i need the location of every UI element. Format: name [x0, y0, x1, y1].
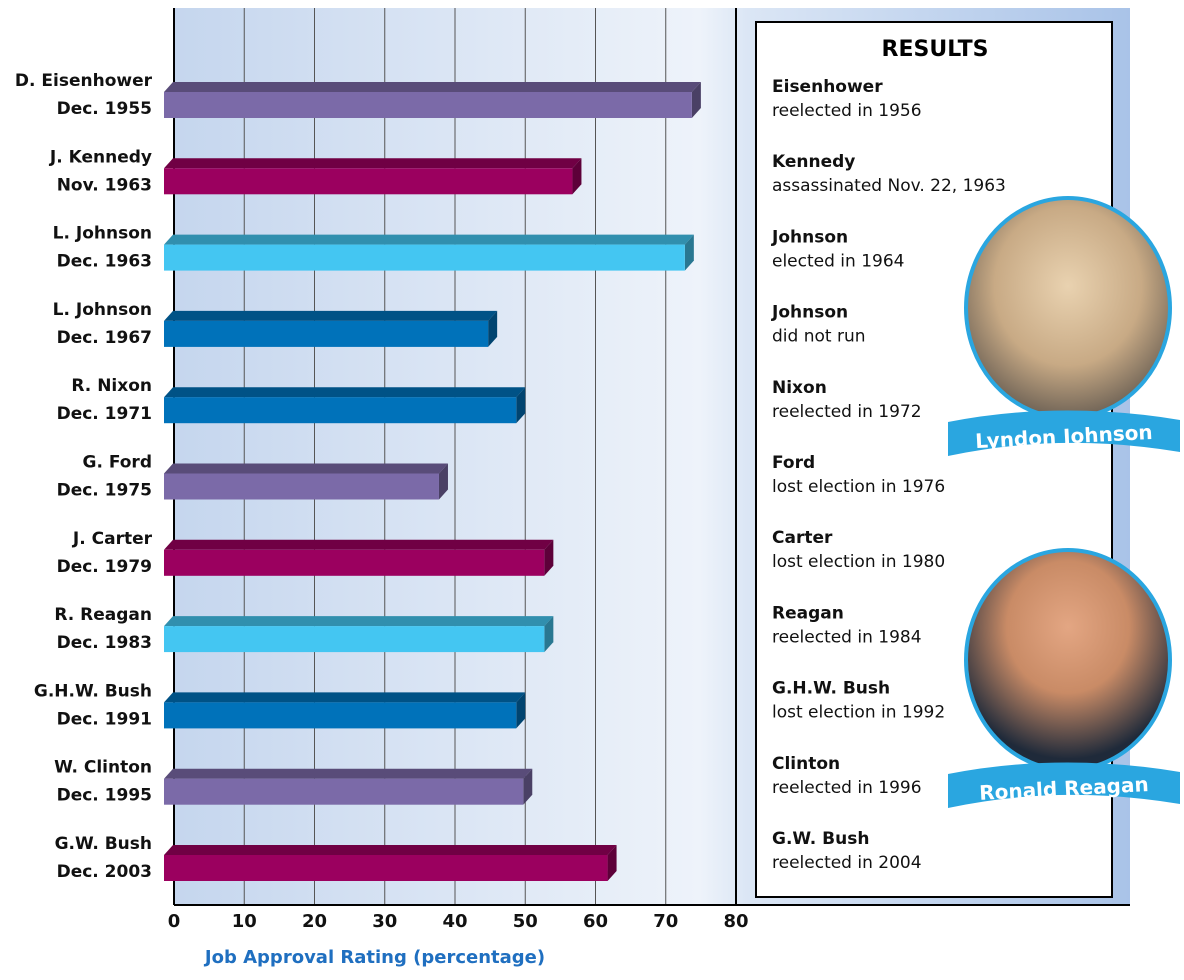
- result-note: reelected in 1996: [772, 778, 922, 798]
- bar: [164, 845, 617, 881]
- bar-top: [164, 387, 525, 397]
- result-note: reelected in 1956: [772, 101, 922, 121]
- bar-front: [164, 92, 692, 118]
- category-label: L. Johnson: [53, 224, 152, 244]
- result-name: Johnson: [771, 303, 848, 323]
- bar: [164, 540, 553, 576]
- category-label: Dec. 1967: [57, 328, 152, 348]
- result-name: Eisenhower: [772, 77, 883, 97]
- chart: RESULTS Eisenhower reelected in 1956 Kenne…: [0, 0, 1184, 976]
- bar-front: [164, 168, 572, 194]
- bar-top: [164, 769, 532, 779]
- bar-top: [164, 311, 497, 321]
- result-note: lost election in 1992: [772, 703, 945, 723]
- category-label: Dec. 1971: [57, 404, 152, 424]
- bar-front: [164, 626, 544, 652]
- x-tick-label: 70: [653, 911, 678, 932]
- x-tick-label: 30: [372, 911, 397, 932]
- bar-top: [164, 82, 701, 92]
- results-title: RESULTS: [882, 37, 989, 62]
- category-label: Dec. 1995: [57, 786, 152, 806]
- result-name: Ford: [772, 453, 815, 473]
- category-label: D. Eisenhower: [15, 71, 153, 91]
- category-label: W. Clinton: [54, 758, 152, 778]
- result-name: Clinton: [772, 754, 840, 774]
- category-label: G. Ford: [83, 453, 153, 473]
- bar: [164, 464, 448, 500]
- bar: [164, 769, 532, 805]
- x-tick-label: 0: [168, 911, 181, 932]
- x-axis-title: Job Approval Rating (percentage): [203, 947, 545, 968]
- result-name: G.H.W. Bush: [772, 679, 890, 699]
- result-note: assassinated Nov. 22, 1963: [772, 176, 1006, 196]
- result-note: reelected in 1984: [772, 627, 922, 647]
- category-label: Dec. 1991: [57, 709, 152, 729]
- bar: [164, 235, 694, 271]
- bar-front: [164, 550, 544, 576]
- category-label: R. Nixon: [71, 376, 152, 396]
- category-label: Dec. 2003: [57, 862, 152, 882]
- portrait-reagan: [966, 550, 1170, 770]
- result-name: Nixon: [772, 378, 827, 398]
- result-note: lost election in 1980: [772, 552, 945, 572]
- bar-top: [164, 540, 553, 550]
- bar-front: [164, 855, 608, 881]
- category-label: R. Reagan: [54, 605, 152, 625]
- bar: [164, 616, 553, 652]
- category-label: G.W. Bush: [55, 834, 152, 854]
- x-tick-label: 50: [513, 911, 538, 932]
- x-tick-label: 60: [583, 911, 608, 932]
- result-note: elected in 1964: [772, 251, 904, 271]
- bar: [164, 311, 497, 347]
- bar-front: [164, 245, 685, 271]
- x-tick-label: 80: [723, 911, 748, 932]
- x-tick-label: 20: [302, 911, 327, 932]
- bar: [164, 692, 525, 728]
- category-label: J. Carter: [72, 529, 153, 549]
- category-label: G.H.W. Bush: [34, 681, 152, 701]
- bar-top: [164, 158, 581, 168]
- result-note: reelected in 1972: [772, 402, 922, 422]
- category-label: J. Kennedy: [49, 147, 152, 167]
- bar-top: [164, 616, 553, 626]
- bar-top: [164, 692, 525, 702]
- bar: [164, 387, 525, 423]
- bar: [164, 82, 701, 118]
- category-label: Nov. 1963: [57, 175, 152, 195]
- category-label: Dec. 1979: [57, 557, 152, 577]
- category-label: Dec. 1955: [57, 99, 152, 119]
- result-note: reelected in 2004: [772, 853, 922, 873]
- category-label: Dec. 1963: [57, 252, 152, 272]
- bar-front: [164, 702, 516, 728]
- result-name: Reagan: [772, 603, 844, 623]
- bar-front: [164, 397, 516, 423]
- result-name: Kennedy: [772, 152, 855, 172]
- bar-top: [164, 464, 448, 474]
- category-label: L. Johnson: [53, 300, 152, 320]
- x-tick-label: 10: [232, 911, 257, 932]
- result-note: did not run: [772, 327, 866, 347]
- result-name: Carter: [772, 528, 833, 548]
- bar-front: [164, 779, 523, 805]
- category-label: Dec. 1983: [57, 633, 152, 653]
- bar-top: [164, 235, 694, 245]
- portrait-johnson: [966, 198, 1170, 418]
- result-note: lost election in 1976: [772, 477, 945, 497]
- result-name: G.W. Bush: [772, 829, 869, 849]
- bar-front: [164, 321, 488, 347]
- bar-front: [164, 474, 439, 500]
- category-label: Dec. 1975: [57, 481, 152, 501]
- bar-top: [164, 845, 617, 855]
- x-tick-label: 40: [442, 911, 467, 932]
- bar: [164, 158, 581, 194]
- result-name: Johnson: [771, 227, 848, 247]
